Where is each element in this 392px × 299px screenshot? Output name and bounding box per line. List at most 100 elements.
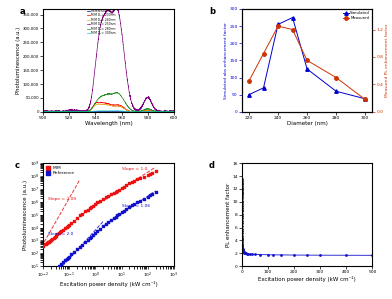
MIM [76, 213, 83, 218]
MIM [65, 224, 71, 228]
MIM [56, 231, 62, 235]
MIM Dₑ= 280nm [47, 110, 52, 114]
Text: Slope = 2.0: Slope = 2.0 [48, 232, 74, 236]
Reference [152, 190, 159, 194]
MIM [58, 228, 65, 233]
MIM Dₑ= 240nm [104, 103, 109, 106]
Reference [149, 192, 155, 196]
MIM Dₑ= 240nm [170, 110, 174, 114]
Measured [247, 79, 251, 83]
MIM Dₑ= 300nm [54, 110, 59, 114]
MIM [84, 207, 91, 212]
Reference [140, 196, 147, 201]
Simulated [363, 97, 367, 100]
MIM [54, 232, 60, 237]
MIM Dₑ= 230nm [44, 110, 49, 114]
Reference [76, 245, 83, 249]
MIM Dₑ= 280nm [114, 91, 119, 94]
MIM Dₑ= 240nm [41, 110, 45, 114]
Reference x 10 [168, 110, 172, 114]
MIM Dₑ= 240nm [168, 110, 172, 114]
Measured [290, 28, 295, 31]
Simulated [290, 16, 295, 19]
Reference [103, 222, 109, 227]
Text: c: c [15, 161, 19, 170]
Y-axis label: Simulated abs enhancement factor: Simulated abs enhancement factor [224, 22, 228, 99]
MIM Dₑ= 280nm [171, 110, 176, 114]
Reference [118, 210, 125, 214]
Reference [100, 224, 106, 228]
MIM Dₑ= 230nm [101, 101, 106, 105]
Line: Measured: Measured [247, 25, 367, 101]
Text: Slope = 2.09: Slope = 2.09 [48, 197, 76, 201]
MIM [108, 192, 114, 197]
MIM Dₑ= 280nm [53, 110, 57, 114]
Reference x 10 [47, 110, 52, 114]
MIM [134, 177, 140, 181]
Reference [131, 202, 137, 206]
MIM Dₑ= 300nm [171, 110, 176, 114]
Line: Simulated: Simulated [247, 16, 367, 100]
Reference x 10 [104, 110, 109, 113]
MIM Dₑ= 280nm [41, 110, 45, 114]
Reference [58, 261, 65, 266]
MIM Dₑ= 230nm [47, 110, 52, 114]
MIM [100, 196, 106, 201]
Text: b: b [209, 7, 215, 16]
MIM Dₑ= 250nm [114, 5, 119, 9]
MIM [45, 239, 52, 244]
Reference [82, 240, 88, 245]
MIM Dₑ= 240nm [96, 102, 101, 106]
Reference x 10 [144, 110, 149, 114]
MIM [78, 211, 85, 216]
MIM [48, 237, 54, 242]
Reference x 10 [47, 110, 52, 114]
MIM [66, 222, 73, 227]
MIM [60, 227, 67, 232]
Simulated [334, 89, 338, 93]
MIM [71, 218, 77, 223]
Reference [120, 208, 127, 213]
MIM Dₑ= 300nm [104, 109, 109, 113]
Reference [65, 255, 71, 260]
Reference [84, 237, 91, 242]
Reference [62, 258, 68, 263]
Reference [116, 212, 122, 216]
MIM [120, 184, 127, 189]
Reference [92, 230, 98, 235]
MIM [90, 203, 96, 208]
MIM [113, 189, 119, 194]
Measured [334, 76, 338, 79]
Line: MIM Dₑ= 230nm: MIM Dₑ= 230nm [43, 102, 174, 112]
MIM Dₑ= 250nm [171, 109, 176, 112]
Reference x 10 [171, 110, 176, 114]
Reference [94, 228, 101, 233]
MIM Dₑ= 280nm [104, 92, 109, 96]
Measured [305, 59, 309, 62]
MIM Dₑ= 250nm [168, 109, 172, 113]
MIM Dₑ= 250nm [41, 109, 45, 113]
Text: a: a [20, 7, 25, 16]
MIM Dₑ= 230nm [96, 100, 100, 104]
Reference [105, 220, 111, 225]
Reference x 10 [101, 110, 106, 113]
MIM Dₑ= 250nm [168, 110, 172, 113]
MIM Dₑ= 230nm [168, 110, 172, 114]
MIM [53, 233, 59, 238]
Simulated [247, 93, 251, 97]
Y-axis label: Photoluminescence (a.u.): Photoluminescence (a.u.) [23, 180, 28, 250]
MIM Dₑ= 300nm [168, 110, 172, 114]
MIM [42, 242, 48, 247]
Line: MIM Dₑ= 280nm: MIM Dₑ= 280nm [43, 92, 174, 112]
Reference [145, 194, 151, 199]
Reference [90, 232, 96, 237]
Measured [276, 24, 280, 28]
X-axis label: Excitation power density (kW cm⁻²): Excitation power density (kW cm⁻²) [258, 276, 356, 282]
MIM Dₑ= 250nm [104, 9, 109, 13]
MIM [126, 181, 132, 186]
MIM [62, 226, 68, 231]
MIM [57, 230, 64, 234]
Legend: Simulated, Measured: Simulated, Measured [343, 11, 370, 20]
MIM [38, 245, 44, 249]
MIM [36, 246, 42, 251]
